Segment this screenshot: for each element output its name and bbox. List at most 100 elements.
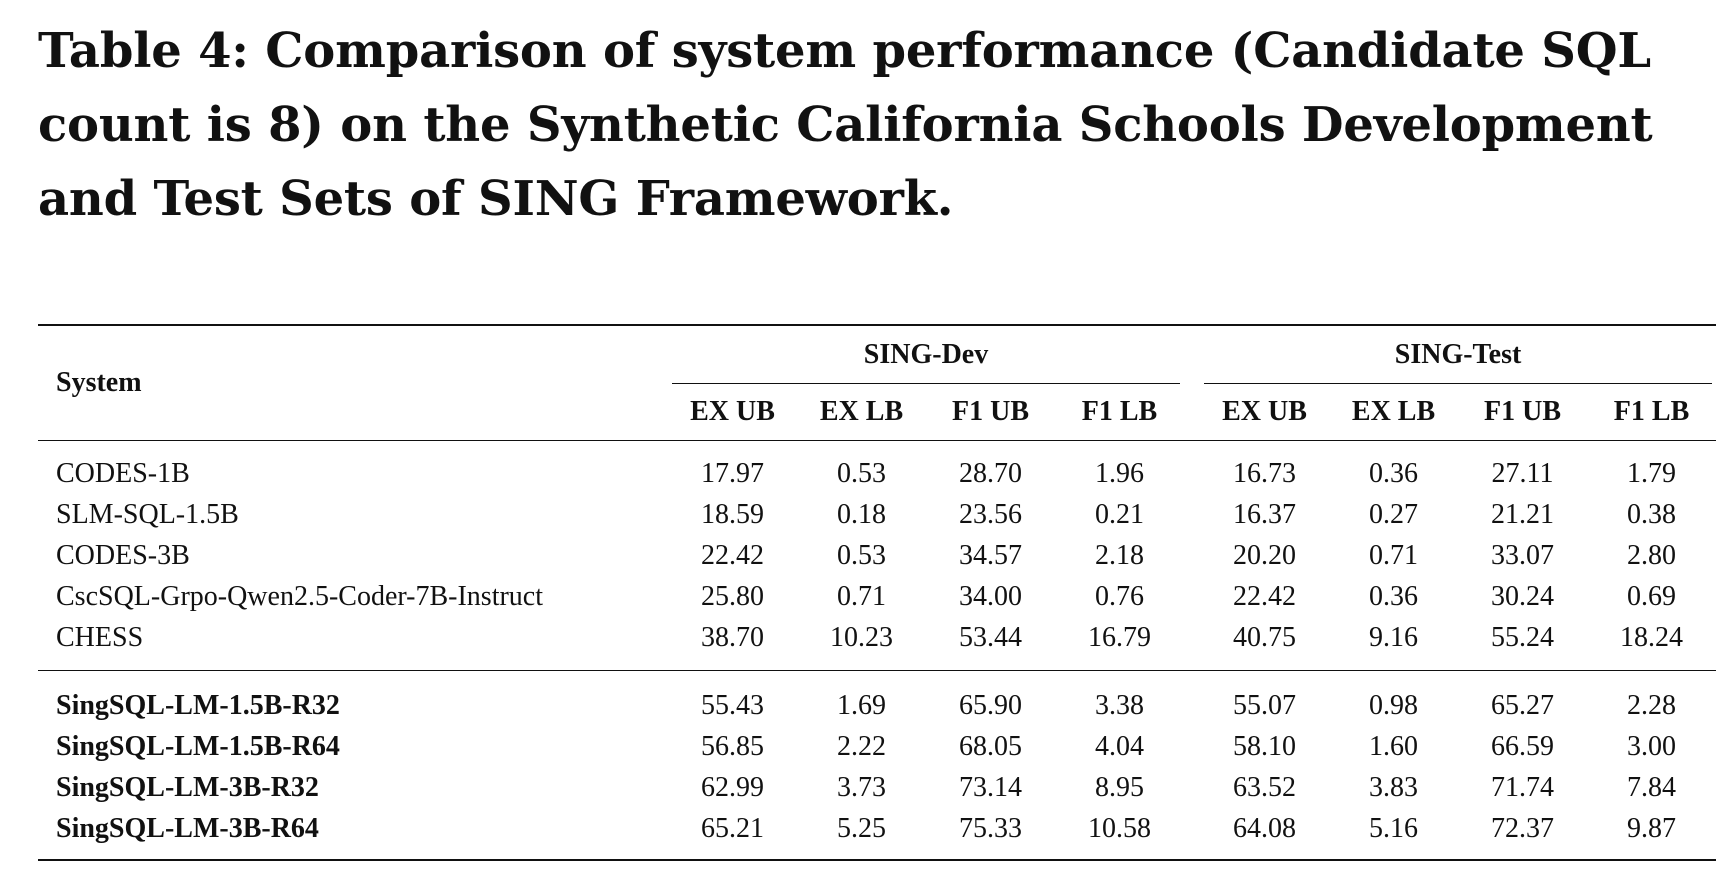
test-value-cell: 64.08: [1200, 808, 1330, 861]
dev-value-cell: 22.42: [701, 539, 764, 571]
table-row: SingSQL-LM-1.5B-R64 56.85 2.22 68.05 4.04 58.…: [38, 726, 1716, 767]
dev-value-cell: 25.80: [701, 580, 764, 612]
dev-value-cell: 62.99: [701, 771, 764, 803]
group-header-row: System SING-Dev SING-Test: [38, 324, 1717, 441]
test-value-cell: 0.27: [1369, 498, 1419, 530]
test-value-cell: 27.11: [1458, 440, 1588, 494]
group-header-test-label: SING-Test: [1394, 339, 1522, 370]
dev-value-cell: 56.85: [701, 730, 764, 762]
test-value-cell: 33.07: [1491, 539, 1555, 571]
dev-value-cell: 0.21: [1095, 498, 1144, 530]
table-row: SLM-SQL-1.5B 18.59 0.18 23.56 0.21 16.37 0.27 2…: [38, 494, 1716, 535]
dev-value-cell: 4.04: [1095, 730, 1144, 762]
test-value-cell: 16.73: [1200, 440, 1330, 494]
test-value-cell: 2.80: [1627, 539, 1677, 571]
dev-value-cell: 65.21: [668, 808, 797, 861]
table-row: CscSQL-Grpo-Qwen2.5-Coder-7B-Instruct 25.…: [38, 576, 1716, 617]
system-name-cell: CODES-3B: [56, 539, 190, 571]
test-value-cell: 72.37: [1458, 808, 1588, 861]
column-gap: [1184, 726, 1200, 767]
dev-value-cell: 3.38: [1055, 670, 1185, 726]
test-value-cell: 16.37: [1233, 498, 1297, 530]
test-value-cell: 9.87: [1587, 808, 1717, 861]
metric-header: EX LB: [819, 396, 904, 427]
column-gap: [1184, 535, 1200, 576]
test-value-cell: 55.24: [1491, 621, 1555, 653]
test-value-cell: 5.16: [1329, 808, 1459, 861]
column-gap: [1184, 440, 1201, 494]
dev-value-cell: 34.57: [959, 539, 1022, 571]
dev-value-cell: 18.59: [701, 498, 764, 530]
system-name-cell: SingSQL-LM-1.5B-R32: [38, 670, 668, 726]
table-row: SingSQL-LM-3B-R32 62.99 3.73 73.14 8.95 63.52…: [38, 767, 1716, 808]
dev-value-cell: 73.14: [959, 771, 1022, 803]
metric-header: F1 UB: [952, 396, 1029, 427]
system-name-cell: CODES-1B: [38, 440, 668, 494]
dev-value-cell: 0.18: [837, 498, 886, 530]
dev-value-cell: 0.76: [1095, 580, 1144, 612]
system-name-cell: SingSQL-LM-3B-R64: [38, 808, 668, 861]
dev-value-cell: 38.70: [701, 621, 764, 653]
system-name-cell: SLM-SQL-1.5B: [56, 498, 239, 530]
metric-header: EX UB: [1222, 396, 1307, 427]
test-value-cell: 7.84: [1627, 771, 1677, 803]
test-value-cell: 21.21: [1491, 498, 1555, 530]
test-value-cell: 0.69: [1627, 580, 1677, 612]
dev-value-cell: 1.96: [1055, 440, 1185, 494]
dev-value-cell: 17.97: [668, 440, 797, 494]
metric-header: F1 LB: [1613, 396, 1690, 427]
test-value-cell: 55.07: [1200, 670, 1330, 726]
column-gap: [1184, 494, 1200, 535]
test-value-cell: 2.28: [1587, 670, 1717, 726]
metric-header: F1 LB: [1081, 396, 1158, 427]
dev-value-cell: 28.70: [926, 440, 1055, 494]
results-table-container: System SING-Dev SING-Test EX UB EX LB F1…: [38, 324, 1717, 861]
dev-value-cell: 0.53: [837, 539, 886, 571]
dev-value-cell: 0.53: [797, 440, 926, 494]
table-row: CODES-3B 22.42 0.53 34.57 2.18 20.20 0.71 33.07…: [38, 535, 1716, 576]
test-value-cell: 1.60: [1369, 730, 1419, 762]
dev-value-cell: 10.23: [830, 621, 893, 653]
dev-value-cell: 68.05: [959, 730, 1022, 762]
metric-header: EX UB: [690, 396, 775, 427]
test-value-cell: 0.36: [1369, 580, 1419, 612]
test-value-cell: 40.75: [1233, 621, 1297, 653]
metric-header: EX LB: [1351, 396, 1436, 427]
group-header-dev-label: SING-Dev: [863, 339, 989, 370]
system-name-cell: CscSQL-Grpo-Qwen2.5-Coder-7B-Instruct: [56, 580, 544, 612]
group-header-test: SING-Test: [1200, 324, 1717, 384]
dev-value-cell: 34.00: [959, 580, 1022, 612]
dev-value-cell: 23.56: [959, 498, 1022, 530]
test-value-cell: 63.52: [1233, 771, 1297, 803]
column-gap: [1184, 670, 1201, 726]
dev-value-cell: 2.22: [837, 730, 886, 762]
test-value-cell: 9.16: [1369, 621, 1419, 653]
table-row: CODES-1B 17.97 0.53 28.70 1.96 16.73 0.36 27.11…: [38, 440, 1717, 494]
dev-value-cell: 3.73: [837, 771, 886, 803]
dev-value-cell: 53.44: [959, 621, 1022, 653]
test-value-cell: 20.20: [1233, 539, 1297, 571]
column-gap: [1184, 808, 1201, 861]
test-value-cell: 71.74: [1491, 771, 1555, 803]
metric-header: F1 UB: [1484, 396, 1562, 427]
column-gap: [1184, 617, 1200, 671]
table-caption: Table 4: Comparison of system performanc…: [38, 23, 1653, 227]
group-header-dev: SING-Dev: [668, 324, 1185, 384]
system-name-cell: CHESS: [56, 621, 144, 653]
table-row: SingSQL-LM-1.5B-R32 55.43 1.69 65.90 3.38 55.…: [38, 670, 1717, 726]
test-value-cell: 0.36: [1329, 440, 1459, 494]
test-value-cell: 3.83: [1369, 771, 1419, 803]
dev-value-cell: 8.95: [1095, 771, 1144, 803]
test-value-cell: 1.79: [1587, 440, 1717, 494]
system-column-header: System: [38, 324, 668, 441]
test-value-cell: 66.59: [1491, 730, 1555, 762]
dev-value-cell: 1.69: [797, 670, 926, 726]
test-value-cell: 58.10: [1233, 730, 1297, 762]
dev-value-cell: 65.90: [926, 670, 1055, 726]
dev-value-cell: 5.25: [797, 808, 926, 861]
column-gap: [1184, 767, 1200, 808]
table-body: CODES-1B 17.97 0.53 28.70 1.96 16.73 0.36 27.11…: [38, 440, 1717, 861]
dev-value-cell: 16.79: [1088, 621, 1151, 653]
table-row: SingSQL-LM-3B-R64 65.21 5.25 75.33 10.58 64.0…: [38, 808, 1717, 861]
column-gap: [1184, 576, 1200, 617]
